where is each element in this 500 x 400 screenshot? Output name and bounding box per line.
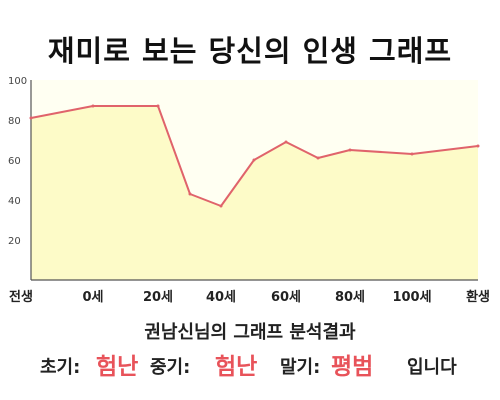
data-point-7 [316, 156, 320, 160]
y-tick-label: 40 [8, 196, 21, 207]
late-label: 말기: [280, 357, 321, 378]
data-point-5 [252, 158, 256, 162]
y-tick-label: 80 [8, 116, 21, 127]
data-point-8 [348, 148, 352, 152]
x-tick-label: 100세 [392, 290, 431, 305]
x-tick-label: 20세 [143, 290, 173, 305]
data-point-6 [284, 140, 288, 144]
life-area-fill [31, 106, 478, 280]
x-tick-label: 60세 [271, 290, 301, 305]
data-point-0 [29, 116, 33, 120]
analysis-summary: 권남신님의 그래프 분석결과 [144, 322, 356, 343]
data-point-3 [188, 192, 192, 196]
data-point-2 [156, 104, 160, 108]
ending-text: 입니다 [407, 357, 457, 378]
y-tick-label: 100 [8, 76, 27, 87]
middle-value: 험난 [215, 354, 258, 380]
x-tick-label: 전생 [9, 289, 33, 305]
x-tick-label: 0세 [82, 290, 103, 305]
late-value: 평범 [331, 354, 374, 380]
data-point-4 [219, 204, 223, 208]
analysis-result: 초기: 험난 중기: 험난 말기: 평범 입니다 [0, 344, 500, 384]
x-tick-label: 환생 [466, 289, 490, 305]
y-tick-label: 20 [8, 236, 21, 247]
page-title: 재미로 보는 당신의 인생 그래프 [47, 34, 453, 68]
middle-label: 중기: [150, 357, 191, 378]
x-tick-label: 80세 [335, 290, 365, 305]
data-point-1 [91, 104, 95, 108]
early-value: 험난 [96, 354, 139, 380]
x-tick-label: 40세 [206, 290, 236, 305]
y-tick-label: 60 [8, 156, 21, 167]
data-point-10 [476, 144, 480, 148]
early-label: 초기: [40, 357, 81, 378]
data-point-9 [410, 152, 414, 156]
